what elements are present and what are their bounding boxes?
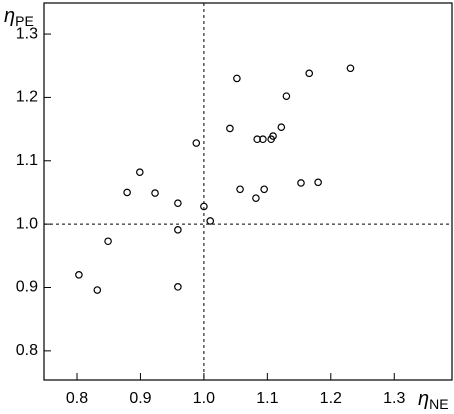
y-tick-label: 1.3: [16, 25, 38, 42]
plot-frame: [43, 2, 453, 381]
x-tick-label: 1.1: [256, 390, 278, 407]
point: [305, 69, 314, 78]
point: [259, 135, 267, 144]
y-label-symbol: η: [4, 5, 15, 27]
x-tick-label: 1.0: [193, 390, 215, 407]
y-tick-label: 1.2: [16, 89, 38, 106]
point: [206, 217, 215, 225]
y-axis-label: ηPE: [4, 5, 34, 28]
point: [253, 135, 262, 144]
x-tick-label: 0.9: [129, 390, 151, 407]
x-tick-label: 1.3: [383, 390, 405, 407]
point: [297, 179, 305, 187]
point: [282, 92, 291, 100]
point: [93, 286, 102, 294]
y-tick-label: 1.0: [16, 215, 38, 232]
x-label-symbol: η: [418, 388, 429, 410]
point: [200, 202, 208, 211]
point: [277, 123, 286, 131]
point: [151, 189, 159, 197]
point: [174, 199, 182, 208]
x-tick-label: 0.8: [66, 390, 88, 407]
x-label-sub: NE: [429, 396, 448, 412]
point: [252, 194, 260, 202]
point: [236, 185, 244, 194]
point: [314, 178, 322, 187]
point: [174, 283, 182, 291]
point: [174, 226, 182, 234]
x-tick-label: 1.2: [320, 390, 342, 407]
x-axis-label: ηNE: [418, 388, 449, 411]
point: [136, 168, 144, 176]
point: [75, 271, 83, 279]
point: [123, 188, 131, 197]
y-tick-label: 0.9: [16, 279, 38, 296]
y-tick-label: 1.1: [16, 152, 38, 169]
point: [260, 185, 268, 194]
point: [269, 132, 277, 140]
point: [104, 237, 112, 246]
point: [192, 139, 201, 147]
y-label-sub: PE: [15, 13, 34, 29]
y-tick-label: 0.8: [16, 342, 38, 359]
point: [233, 74, 241, 83]
point: [226, 124, 234, 133]
point: [346, 64, 355, 73]
